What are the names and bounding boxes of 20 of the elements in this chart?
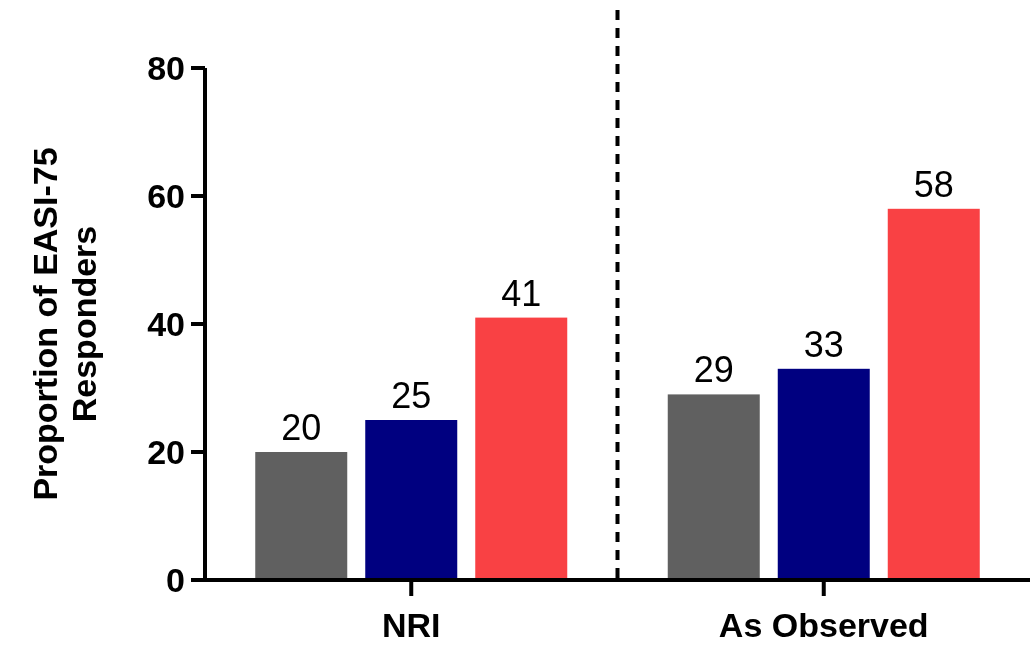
bar	[475, 317, 568, 580]
data-label: 41	[501, 272, 542, 314]
data-label: 20	[281, 407, 322, 448]
data-label: 33	[803, 323, 844, 365]
y-tick-label: 80	[147, 49, 185, 88]
y-tick-label: 20	[147, 433, 185, 472]
y-tick-label: 60	[147, 177, 185, 216]
bar	[365, 420, 458, 580]
bar	[667, 394, 760, 580]
data-label: 25	[391, 375, 432, 416]
y-axis-title: Proportion of EASI-75 Responders	[25, 147, 103, 501]
x-tick-label: NRI	[381, 606, 441, 644]
y-tick-label: 40	[147, 305, 185, 344]
data-label: 58	[913, 163, 954, 205]
bar	[887, 208, 980, 580]
data-label: 29	[693, 349, 734, 391]
y-tick-label: 0	[166, 561, 185, 600]
bar	[255, 452, 348, 580]
x-tick-label: As Observed	[718, 606, 929, 644]
bar	[777, 368, 870, 580]
